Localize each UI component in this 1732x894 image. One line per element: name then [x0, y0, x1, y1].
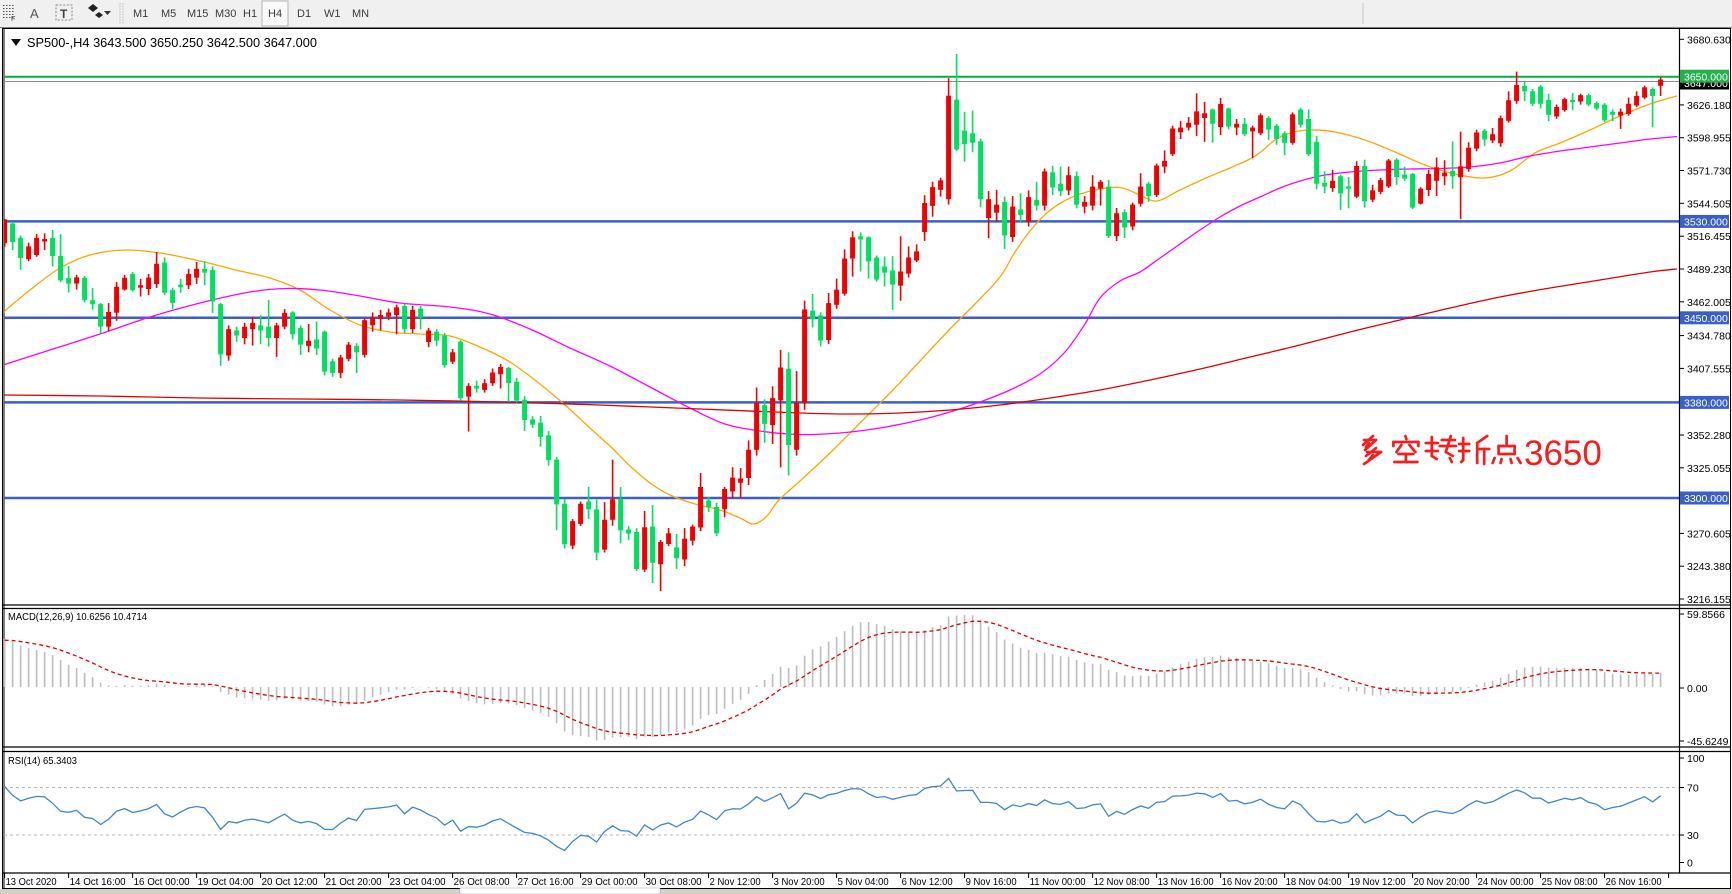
svg-text:20 Nov 20:00: 20 Nov 20:00 — [1414, 876, 1470, 888]
svg-text:-45.6249: -45.6249 — [1687, 736, 1729, 748]
svg-text:18 Nov 04:00: 18 Nov 04:00 — [1286, 876, 1342, 888]
svg-text:3300.000: 3300.000 — [1684, 493, 1728, 505]
svg-text:0: 0 — [1687, 858, 1693, 870]
svg-text:27 Oct 16:00: 27 Oct 16:00 — [518, 876, 574, 888]
svg-text:3325.055: 3325.055 — [1687, 463, 1731, 475]
svg-text:M5: M5 — [161, 8, 176, 20]
svg-text:16 Oct 00:00: 16 Oct 00:00 — [134, 876, 190, 888]
svg-text:12 Nov 08:00: 12 Nov 08:00 — [1094, 876, 1150, 888]
svg-text:59.8566: 59.8566 — [1687, 609, 1725, 621]
svg-text:3 Nov 20:00: 3 Nov 20:00 — [774, 876, 825, 888]
svg-text:M1: M1 — [133, 8, 148, 20]
svg-text:70: 70 — [1687, 783, 1699, 795]
svg-text:16 Nov 20:00: 16 Nov 20:00 — [1222, 876, 1278, 888]
svg-text:H4: H4 — [268, 8, 282, 20]
svg-text:19 Nov 12:00: 19 Nov 12:00 — [1350, 876, 1406, 888]
svg-text:3462.005: 3462.005 — [1687, 297, 1731, 309]
svg-text:3680.630: 3680.630 — [1687, 34, 1731, 46]
svg-text:M15: M15 — [187, 8, 208, 20]
svg-text:14 Oct 16:00: 14 Oct 16:00 — [70, 876, 126, 888]
svg-text:T: T — [60, 7, 68, 21]
svg-text:13 Nov 16:00: 13 Nov 16:00 — [1158, 876, 1214, 888]
svg-text:19 Oct 04:00: 19 Oct 04:00 — [198, 876, 254, 888]
svg-text:9 Nov 16:00: 9 Nov 16:00 — [966, 876, 1017, 888]
svg-text:30 Oct 08:00: 30 Oct 08:00 — [646, 876, 702, 888]
svg-text:26 Nov 16:00: 26 Nov 16:00 — [1606, 876, 1662, 888]
svg-text:0.00: 0.00 — [1687, 683, 1708, 695]
svg-text:21 Oct 20:00: 21 Oct 20:00 — [326, 876, 382, 888]
svg-text:6 Nov 12:00: 6 Nov 12:00 — [902, 876, 953, 888]
svg-text:3530.000: 3530.000 — [1684, 217, 1728, 229]
svg-text:SP500-,H4 3643.500 3650.250 3: SP500-,H4 3643.500 3650.250 3642.500 364… — [27, 35, 317, 50]
svg-text:M30: M30 — [215, 8, 236, 20]
svg-text:23 Oct 04:00: 23 Oct 04:00 — [390, 876, 446, 888]
svg-text:3216.155: 3216.155 — [1687, 594, 1731, 606]
svg-text:F: F — [11, 16, 15, 23]
svg-text:100: 100 — [1687, 753, 1705, 765]
svg-text:3650.000: 3650.000 — [1684, 71, 1728, 83]
svg-text:20 Oct 12:00: 20 Oct 12:00 — [262, 876, 318, 888]
svg-text:3516.455: 3516.455 — [1687, 231, 1731, 243]
svg-text:3270.605: 3270.605 — [1687, 528, 1731, 540]
svg-text:3571.730: 3571.730 — [1687, 166, 1731, 178]
svg-text:3544.505: 3544.505 — [1687, 198, 1731, 210]
svg-text:5 Nov 04:00: 5 Nov 04:00 — [838, 876, 889, 888]
svg-text:3626.180: 3626.180 — [1687, 100, 1731, 112]
svg-text:30: 30 — [1687, 830, 1699, 842]
svg-text:3598.955: 3598.955 — [1687, 133, 1731, 145]
svg-text:3489.230: 3489.230 — [1687, 264, 1731, 276]
svg-text:2 Nov 12:00: 2 Nov 12:00 — [710, 876, 761, 888]
svg-text:3243.380: 3243.380 — [1687, 561, 1731, 573]
svg-text:11 Nov 00:00: 11 Nov 00:00 — [1030, 876, 1086, 888]
svg-text:W1: W1 — [324, 8, 341, 20]
svg-text:3380.000: 3380.000 — [1684, 398, 1728, 410]
svg-text:3407.555: 3407.555 — [1687, 363, 1731, 375]
svg-text:3352.280: 3352.280 — [1687, 430, 1731, 442]
svg-text:H1: H1 — [243, 8, 257, 20]
svg-text:D1: D1 — [297, 8, 311, 20]
svg-text:13 Oct 2020: 13 Oct 2020 — [6, 876, 57, 888]
svg-text:A: A — [30, 6, 39, 21]
svg-text:3650: 3650 — [1524, 434, 1602, 473]
svg-text:MACD(12,26,9) 10.6256 10.4714: MACD(12,26,9) 10.6256 10.4714 — [8, 611, 147, 623]
svg-text:RSI(14) 65.3403: RSI(14) 65.3403 — [8, 755, 77, 767]
svg-text:MN: MN — [352, 8, 369, 20]
svg-text:3450.000: 3450.000 — [1684, 313, 1728, 325]
svg-text:3434.780: 3434.780 — [1687, 331, 1731, 343]
svg-text:25 Nov 08:00: 25 Nov 08:00 — [1542, 876, 1598, 888]
svg-text:29 Oct 00:00: 29 Oct 00:00 — [582, 876, 638, 888]
svg-text:26 Oct 08:00: 26 Oct 08:00 — [454, 876, 510, 888]
svg-text:24 Nov 00:00: 24 Nov 00:00 — [1478, 876, 1534, 888]
